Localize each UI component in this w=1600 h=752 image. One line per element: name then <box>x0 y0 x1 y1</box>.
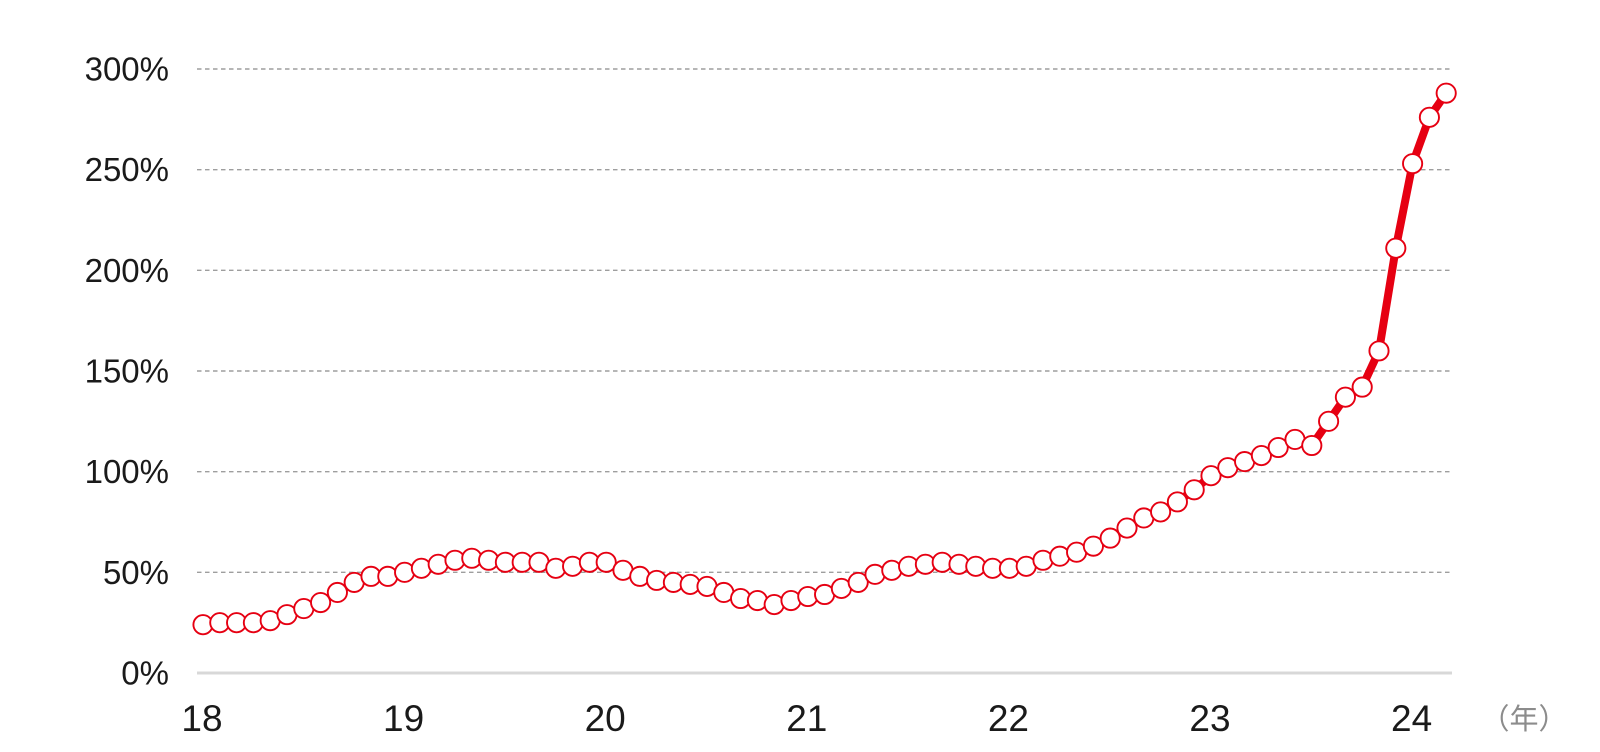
x-axis-tick-label: 18 <box>181 698 222 739</box>
x-axis-unit-label: （年） <box>1480 703 1567 736</box>
data-point-marker <box>1334 386 1356 408</box>
data-point-marker <box>1200 465 1222 487</box>
data-point-marker <box>1418 106 1440 128</box>
data-point-markers <box>192 82 1457 636</box>
data-point-marker <box>1385 237 1407 259</box>
y-axis-tick-label: 100% <box>85 453 169 490</box>
data-point-marker <box>326 581 348 604</box>
x-axis-tick-label: 23 <box>1189 698 1230 739</box>
data-point-marker <box>1267 436 1289 459</box>
data-point-marker <box>1402 153 1424 175</box>
data-point-marker <box>1435 82 1457 104</box>
data-point-marker <box>310 591 332 614</box>
data-point-marker <box>1166 491 1188 513</box>
y-axis-tick-label: 150% <box>85 353 169 390</box>
x-axis-tick-label: 19 <box>383 698 424 739</box>
data-point-marker <box>595 551 617 573</box>
x-axis-tick-label: 22 <box>988 698 1029 739</box>
data-point-marker <box>1250 445 1272 467</box>
y-axis-tick-label: 250% <box>85 151 169 188</box>
data-point-marker <box>1351 376 1373 398</box>
data-point-marker <box>1318 410 1340 432</box>
y-axis-tick-label: 300% <box>85 51 169 88</box>
x-axis-tick-label: 20 <box>585 698 626 739</box>
y-axis-tick-label: 200% <box>85 252 169 289</box>
x-axis-tick-label: 24 <box>1391 698 1432 739</box>
data-point-marker <box>1183 479 1205 501</box>
y-axis-tick-label: 0% <box>121 655 169 692</box>
x-axis-tick-label: 21 <box>786 698 827 739</box>
data-point-marker <box>1099 527 1121 549</box>
data-point-marker <box>1116 517 1138 539</box>
data-point-marker <box>847 571 869 593</box>
y-axis-tick-label: 50% <box>103 554 169 591</box>
data-point-marker <box>1368 340 1390 362</box>
data-line <box>199 89 1451 629</box>
data-point-marker <box>1301 434 1323 457</box>
data-point-marker <box>1082 535 1104 557</box>
data-point-marker <box>1150 501 1172 523</box>
